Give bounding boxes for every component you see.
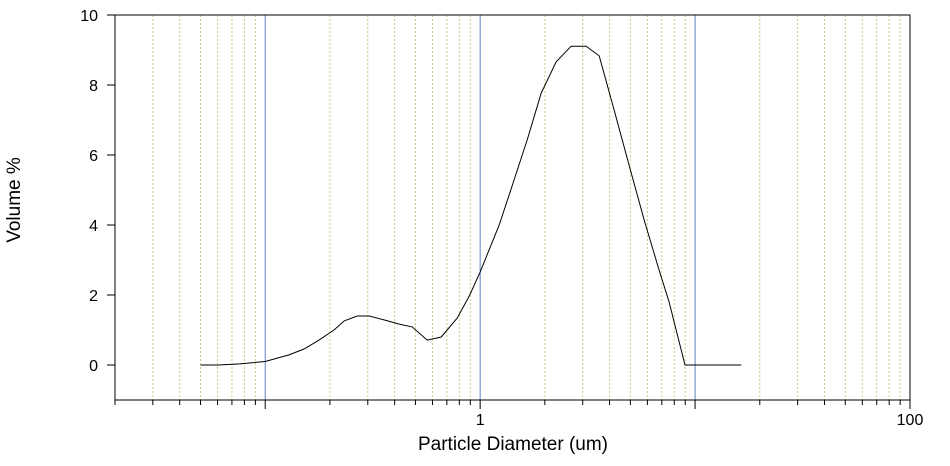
y-tick-label: 10 <box>80 8 98 25</box>
y-tick-label: 2 <box>89 288 98 305</box>
x-axis-label: Particle Diameter (um) <box>418 434 608 455</box>
y-tick-label: 6 <box>89 148 98 165</box>
y-tick-label: 4 <box>89 218 98 235</box>
y-tick-label: 8 <box>89 78 98 95</box>
plot-frame <box>114 14 911 401</box>
x-tick-label: 1 <box>476 412 485 429</box>
x-tick-label: 100 <box>897 412 924 429</box>
y-axis-label: Volume % <box>4 157 25 243</box>
data-line <box>200 45 742 366</box>
y-tick-label: 0 <box>89 358 98 375</box>
